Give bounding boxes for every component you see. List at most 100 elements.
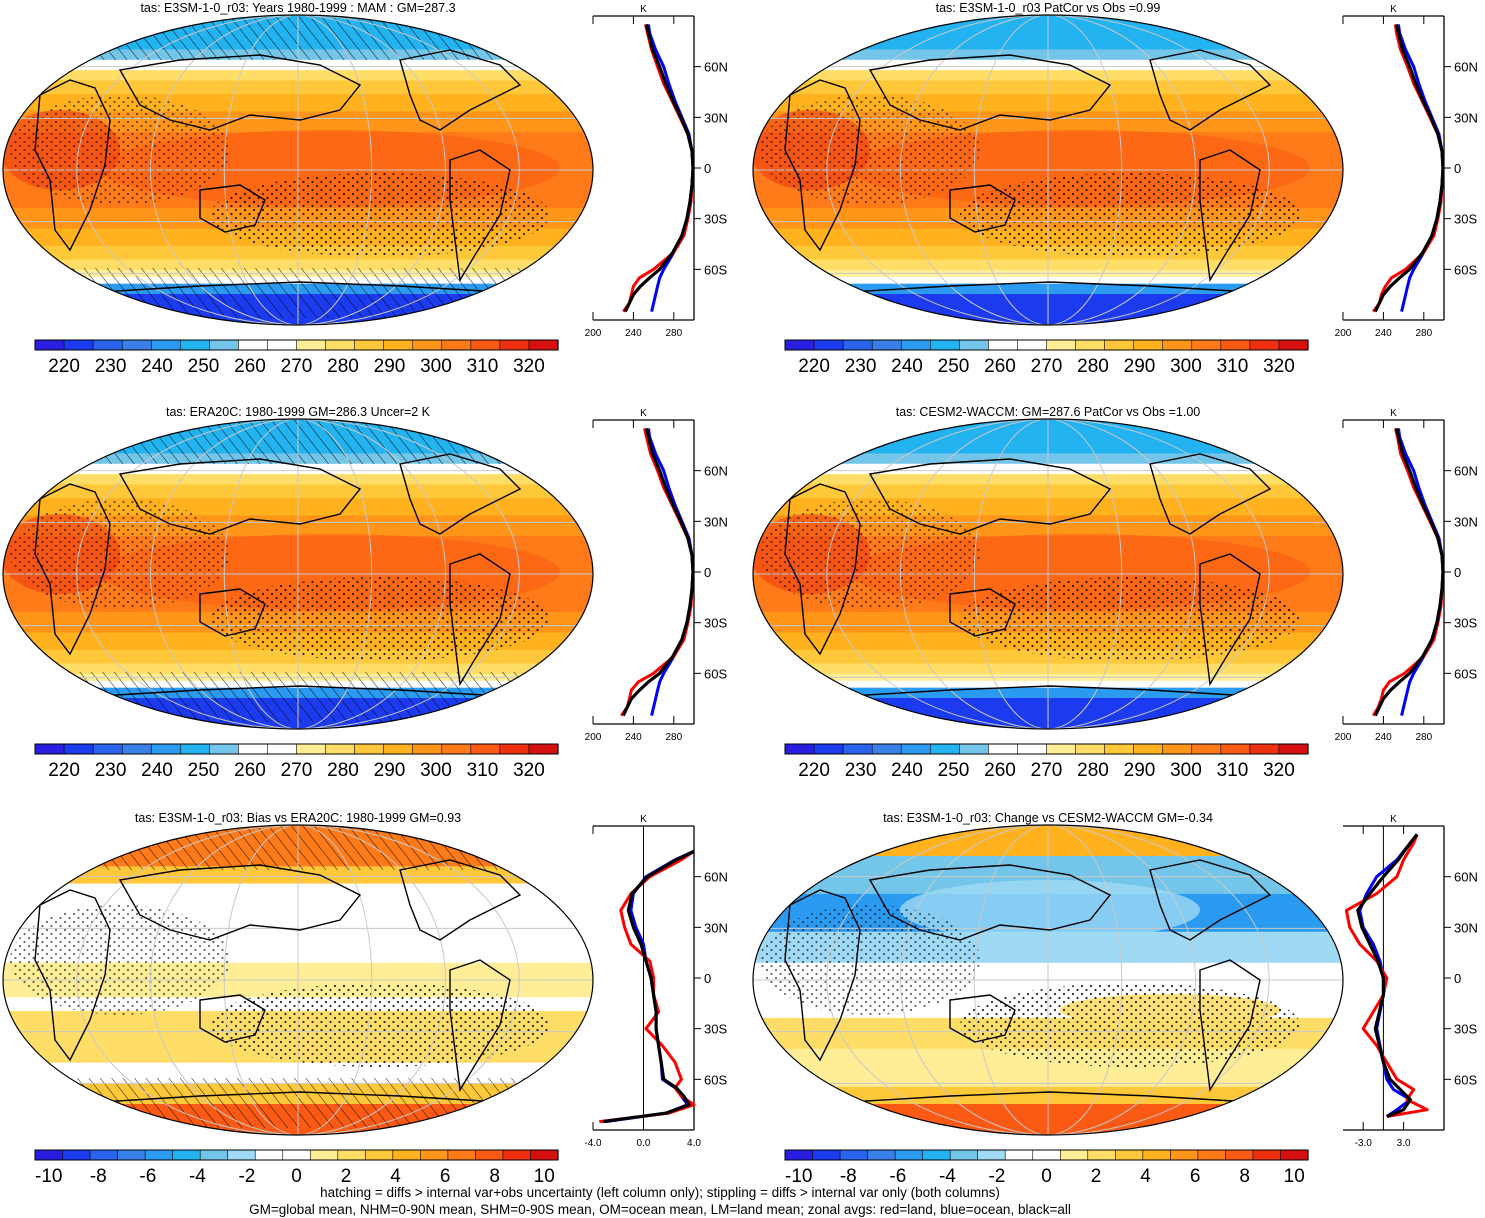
colorbar-label: 250: [188, 356, 220, 377]
colorbar-swatch: [499, 743, 530, 755]
map-outline: [752, 14, 1344, 326]
colorbar-label: 230: [845, 760, 877, 781]
map-field: [753, 15, 1343, 325]
panel-5: tas: E3SM-1-0_r03: Bias vs ERA20C: 1980-…: [2, 811, 728, 1187]
colorbar-swatch: [813, 339, 844, 351]
colorbar-label: 230: [95, 760, 127, 781]
colorbar-swatch: [1059, 1149, 1089, 1161]
zonal-line-all: [1356, 833, 1419, 1118]
colorbar-label: -2: [988, 1166, 1005, 1187]
colorbar: 220 230 240 250 260 270 280 290 300 310 320: [784, 743, 1309, 781]
graticule: [3, 419, 593, 729]
zonal-mean-plot: K -4.0 0.0 4.0 60N 30N 0 30S 60S: [584, 814, 727, 1149]
zonal-ytick-label: 30N: [704, 920, 728, 935]
colorbar-swatch: [528, 339, 559, 351]
zonal-ytick-label: 60S: [1454, 666, 1477, 681]
colorbar-label: 260: [234, 760, 266, 781]
colorbar-swatch: [209, 339, 239, 351]
colorbar-swatch: [929, 339, 960, 351]
colorbar-label: 320: [513, 356, 545, 377]
colorbar-swatch: [296, 339, 327, 351]
zonal-ytick-label: 60S: [704, 666, 727, 681]
zonal-xtick-label: 200: [585, 328, 602, 339]
graticule: [3, 825, 593, 1135]
map-field: [753, 825, 1343, 1135]
colorbar-label: 0: [291, 1166, 302, 1187]
colorbar-swatch: [784, 1149, 814, 1161]
zonal-mean-plot: K 200 240 280 60N 30N 0 30S 60S: [1335, 4, 1478, 339]
map-outline: [2, 14, 594, 326]
colorbar-swatch: [1046, 339, 1077, 351]
colorbar-label: 6: [440, 1166, 451, 1187]
colorbar-label: 260: [984, 356, 1016, 377]
colorbar-swatch: [1197, 1149, 1227, 1161]
colorbar-swatch: [238, 743, 269, 755]
map-field: [3, 15, 593, 325]
colorbar-swatch: [296, 743, 327, 755]
colorbar-swatch: [1252, 1149, 1282, 1161]
stippling: [960, 173, 1300, 257]
colorbar: -10 -8 -6 -4 -2 0 2 4 6 8 10: [34, 1149, 559, 1187]
colorbar-swatch: [1046, 743, 1077, 755]
hatching: [60, 672, 560, 722]
stippling: [760, 905, 980, 1015]
colorbar-swatch: [441, 743, 472, 755]
colorbar-swatch: [499, 339, 530, 351]
colorbar-label: 270: [1031, 356, 1063, 377]
colorbar-label: 220: [798, 760, 830, 781]
colorbar-swatch: [867, 1149, 896, 1161]
colorbar-swatch: [1162, 743, 1193, 755]
panel-6: tas: E3SM-1-0_r03: Change vs CESM2-WACCM…: [752, 811, 1478, 1187]
zonal-xtick-label: 200: [1335, 732, 1352, 743]
colorbar-swatch: [784, 743, 815, 755]
zonal-xtick-label: 280: [665, 732, 682, 743]
colorbar-label: 250: [938, 760, 970, 781]
footer-line-2: GM=global mean, NHM=0-90N mean, SHM=0-90…: [249, 1202, 1071, 1217]
colorbar-label: 280: [1077, 760, 1109, 781]
colorbar-swatch: [1278, 743, 1309, 755]
colorbar-label: 270: [281, 760, 313, 781]
panel-title: tas: E3SM-1-0_r03 PatCor vs Obs =0.99: [936, 1, 1161, 15]
panel-4: tas: CESM2-WACCM: GM=287.6 PatCor vs Obs…: [752, 405, 1478, 781]
colorbar-swatch: [89, 1149, 119, 1161]
colorbar-swatch: [1220, 743, 1251, 755]
zonal-xtick-label: -3.0: [1355, 1138, 1373, 1149]
zonal-ytick-label: 60N: [704, 464, 728, 479]
colorbar-swatch: [1017, 743, 1048, 755]
hatching: [60, 268, 560, 318]
zonal-units: K: [1390, 408, 1397, 419]
colorbar-swatch: [959, 743, 989, 755]
colorbar-swatch: [1133, 743, 1164, 755]
zonal-ytick-label: 30S: [1454, 616, 1477, 631]
colorbar-label: -10: [35, 1166, 62, 1187]
colorbar-label: 230: [845, 356, 877, 377]
colorbar-label: 10: [1284, 1166, 1305, 1187]
colorbar-swatch: [354, 339, 385, 351]
colorbar-swatch: [784, 339, 815, 351]
colorbar-swatch: [383, 339, 414, 351]
coastlines: [784, 859, 1272, 1103]
colorbar-swatch: [267, 743, 298, 755]
colorbar-swatch: [179, 743, 210, 755]
colorbar-label: 250: [188, 760, 220, 781]
colorbar-swatch: [447, 1149, 477, 1161]
colorbar-swatch: [839, 1149, 869, 1161]
colorbar-label: -6: [889, 1166, 906, 1187]
zonal-ytick-label: 0: [704, 161, 711, 176]
map-field: [3, 419, 593, 729]
colorbar-label: 320: [513, 760, 545, 781]
colorbar-swatch: [179, 339, 210, 351]
colorbar-swatch: [254, 1149, 284, 1161]
colorbar-swatch: [813, 743, 844, 755]
zonal-ytick-label: 0: [704, 565, 711, 580]
zonal-ytick-label: 30N: [1454, 920, 1478, 935]
colorbar-swatch: [227, 1149, 256, 1161]
zonal-mean-plot: K -3.0 3.0 60N 30N 0 30S 60S: [1343, 814, 1478, 1149]
colorbar-label: 4: [1140, 1166, 1151, 1187]
stippling: [960, 577, 1300, 661]
zonal-ytick-label: 60S: [1454, 1072, 1477, 1087]
zonal-mean-plot: K 200 240 280 60N 30N 0 30S 60S: [585, 4, 728, 339]
zonal-units: K: [640, 408, 647, 419]
colorbar-swatch: [871, 743, 902, 755]
colorbar-label: 290: [1124, 356, 1156, 377]
